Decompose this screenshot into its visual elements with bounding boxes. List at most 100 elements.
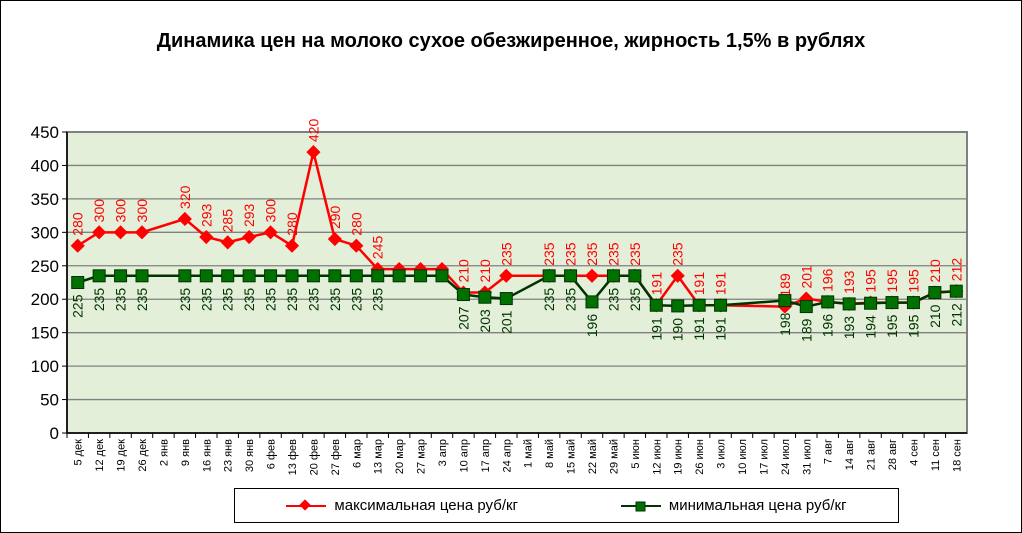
- x-tick-label: 27 мар: [416, 439, 428, 474]
- data-label-min: 191: [691, 317, 707, 341]
- data-point-min: [435, 269, 449, 283]
- data-label-max: 196: [820, 268, 836, 292]
- legend-label-min: минимальная цена руб/кг: [668, 497, 847, 514]
- data-point-min: [328, 269, 342, 283]
- x-tick-label: 29 май: [608, 439, 620, 474]
- data-label-max: 280: [284, 212, 300, 236]
- data-label-max: 210: [455, 259, 471, 283]
- data-point-max: [263, 225, 278, 240]
- data-label-max: 191: [713, 272, 729, 296]
- data-label-max: 235: [563, 242, 579, 266]
- data-label-max: 300: [113, 199, 129, 223]
- data-point-min: [392, 269, 406, 283]
- data-label-min: 203: [477, 309, 493, 333]
- data-label-max: 195: [884, 269, 900, 293]
- data-label-max: 280: [348, 212, 364, 236]
- data-label-max: 210: [477, 259, 493, 283]
- data-point-max: [134, 225, 150, 240]
- x-tick-label: 7 авг: [823, 439, 835, 464]
- data-label-min: 235: [563, 288, 579, 312]
- x-tick-label: 9 янв: [180, 439, 192, 466]
- data-label-max: 195: [905, 269, 921, 293]
- data-label-min: 235: [305, 288, 321, 312]
- data-point-max: [584, 268, 600, 283]
- x-tick-label: 6 мар: [351, 439, 363, 468]
- data-label-min: 191: [648, 317, 664, 341]
- plot-background: [66, 131, 968, 434]
- x-tick-label: 31 июл: [801, 439, 813, 475]
- data-point-min: [371, 269, 385, 283]
- data-label-max: 320: [177, 185, 193, 209]
- chart-title: Динамика цен на молоко сухое обезжиренно…: [156, 30, 866, 52]
- data-label-min: 210: [927, 304, 943, 328]
- y-tick-label: 400: [31, 156, 59, 175]
- data-label-max: 280: [70, 212, 86, 236]
- x-tick-label: 18 сен: [951, 439, 963, 472]
- data-label-min: 198: [777, 312, 793, 336]
- data-point-min: [285, 269, 299, 283]
- data-label-min: 207: [455, 306, 471, 330]
- data-point-min: [178, 269, 192, 283]
- data-point-min: [585, 295, 599, 309]
- legend-item-max: максимальная цена руб/кг: [286, 497, 518, 514]
- x-tick-label: 6 фев: [266, 439, 278, 469]
- data-label-max: 191: [648, 272, 664, 296]
- x-tick-label: 20 фев: [308, 439, 320, 475]
- data-point-min: [864, 296, 878, 310]
- data-point-min: [949, 284, 963, 298]
- data-point-min: [478, 290, 492, 304]
- data-label-min: 235: [198, 288, 214, 312]
- x-tick-label: 14 авг: [844, 439, 856, 470]
- data-point-min: [842, 297, 856, 311]
- data-point-min: [628, 269, 642, 283]
- data-point-min: [242, 269, 256, 283]
- data-point-max: [177, 211, 192, 227]
- data-label-min: 196: [584, 314, 600, 338]
- data-label-max: 300: [263, 199, 279, 223]
- data-label-max: 195: [863, 269, 879, 293]
- data-label-min: 235: [113, 288, 129, 312]
- y-tick-label: 150: [31, 324, 59, 343]
- data-point-min: [606, 269, 620, 283]
- y-tick-label: 300: [31, 223, 59, 242]
- x-tick-label: 5 дек: [73, 439, 85, 466]
- x-tick-label: 5 июн: [630, 439, 642, 469]
- data-point-min: [714, 298, 728, 312]
- data-label-max: 235: [670, 242, 686, 266]
- x-tick-label: 17 июл: [758, 439, 770, 475]
- data-point-min: [264, 269, 278, 283]
- data-point-max: [242, 229, 257, 245]
- data-point-max: [220, 235, 235, 250]
- data-label-max: 300: [91, 199, 107, 223]
- y-tick-label: 50: [40, 391, 59, 410]
- data-point-min: [349, 269, 363, 283]
- data-label-min: 212: [948, 303, 964, 327]
- data-label-min: 235: [91, 288, 107, 312]
- legend: максимальная цена руб/кг минимальная цен…: [234, 488, 899, 523]
- data-point-max: [670, 268, 685, 283]
- x-tick-label: 12 дек: [94, 439, 106, 472]
- x-tick-label: 10 апр: [458, 439, 470, 472]
- x-tick-label: 28 авг: [887, 439, 899, 470]
- data-label-min: 194: [863, 315, 879, 339]
- x-tick-label: 24 июл: [780, 439, 792, 475]
- data-label-max: 293: [241, 203, 257, 227]
- data-label-max: 235: [627, 242, 643, 266]
- x-tick-label: 3 июл: [716, 439, 728, 469]
- data-label-min: 235: [605, 288, 621, 312]
- data-label-max: 293: [198, 203, 214, 227]
- legend-label-max: максимальная цена руб/кг: [334, 497, 519, 514]
- data-label-max: 201: [798, 265, 814, 289]
- data-point-max: [327, 231, 342, 247]
- data-label-max: 235: [584, 242, 600, 266]
- data-label-max: 235: [498, 242, 514, 266]
- x-tick-label: 22 май: [587, 439, 599, 474]
- data-label-max: 191: [691, 272, 707, 296]
- data-label-min: 235: [241, 288, 257, 312]
- x-tick-label: 11 сен: [930, 439, 942, 471]
- x-tick-label: 26 июн: [694, 439, 706, 475]
- data-label-min: 191: [713, 317, 729, 341]
- data-label-min: 195: [884, 314, 900, 338]
